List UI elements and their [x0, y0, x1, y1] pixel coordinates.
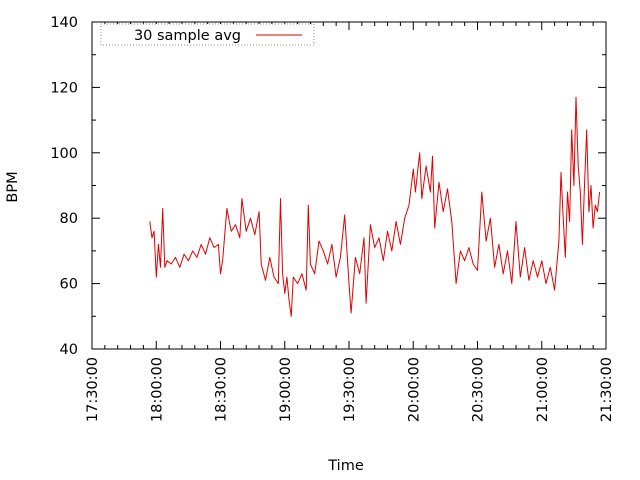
legend-label: 30 sample avg: [134, 28, 241, 44]
plot-frame: [91, 21, 607, 350]
legend-box: [100, 23, 315, 46]
x-axis: 17:30:00 18:00:00 18:30:00 19:00:00 19:30:00…: [85, 22, 615, 422]
legend: 30 sample avg: [100, 23, 315, 46]
x-tick-label: 18:00:00: [149, 357, 165, 422]
y-tick-label: 80: [60, 211, 78, 227]
x-tick-label: 17:30:00: [85, 357, 101, 422]
x-tick-label: 19:00:00: [278, 357, 294, 422]
y-axis: 40 60 80 100 120 140: [50, 15, 606, 358]
x-axis-label: Time: [327, 458, 364, 474]
y-axis-label: BPM: [5, 171, 21, 202]
x-tick-label: 21:00:00: [535, 357, 551, 422]
y-tick-label: 140: [50, 15, 78, 31]
x-tick-label: 20:30:00: [471, 357, 487, 422]
series-layer: [149, 96, 601, 317]
x-tick-label: 18:30:00: [214, 357, 230, 422]
y-tick-label: 120: [50, 80, 78, 96]
y-tick-label: 100: [50, 146, 78, 162]
x-tick-label: 21:30:00: [599, 357, 615, 422]
y-tick-label: 40: [60, 342, 78, 358]
x-tick-label: 19:30:00: [342, 357, 358, 422]
plot-area: [91, 21, 607, 350]
y-tick-label: 60: [60, 277, 78, 293]
series-line: [149, 96, 601, 317]
x-tick-label: 20:00:00: [406, 357, 422, 422]
